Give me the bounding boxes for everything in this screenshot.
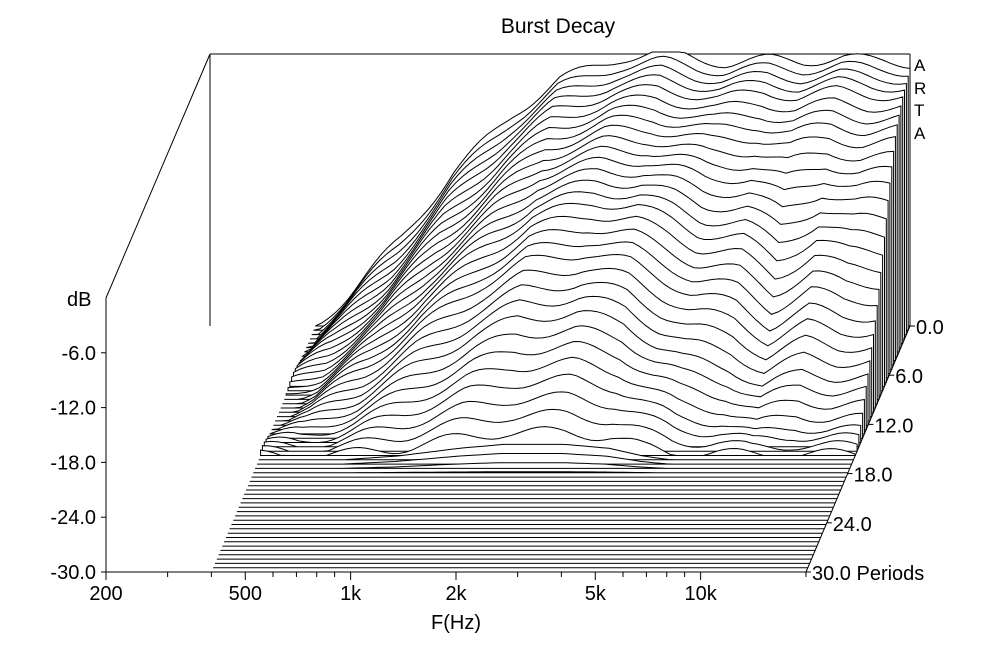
watermark-letter: R (914, 79, 926, 98)
decay-slice (260, 426, 856, 456)
watermark: A R T A (914, 56, 926, 143)
watermark-letter: T (914, 101, 924, 120)
x-tick-label: 200 (89, 583, 122, 605)
z-tick-label: 24.0 (833, 514, 872, 536)
y-tick-label: -6.0 (62, 343, 96, 365)
x-tick-label: 10k (685, 583, 718, 605)
decay-slice (257, 453, 852, 465)
y-tick-label: -12.0 (50, 398, 96, 420)
z-tick-label: 12.0 (874, 415, 913, 437)
decay-slice (253, 471, 848, 474)
chart-title: Burst Decay (501, 15, 616, 38)
y-tick-label: -24.0 (50, 507, 96, 529)
y-axis-ticks: -6.0 -12.0 -18.0 -24.0 -30.0 (50, 343, 106, 584)
z-tick-label: 0.0 (916, 317, 944, 339)
watermark-letter: A (914, 56, 926, 75)
x-axis-ticks: 200 500 1k 2k 5k 10k (89, 572, 807, 605)
z-tick-label: 18.0 (854, 465, 893, 487)
waterfall-slices (211, 51, 911, 573)
decay-slice (255, 462, 850, 469)
x-tick-label: 2k (445, 583, 467, 605)
z-axis-ticks: 0.0 6.0 12.0 18.0 24.0 30.0 Periods (806, 317, 944, 585)
y-tick-label: -18.0 (50, 452, 96, 474)
x-axis-label: F(Hz) (431, 612, 481, 634)
z-tick-label: 6.0 (895, 366, 923, 388)
x-tick-label: 1k (340, 583, 362, 605)
x-tick-label: 500 (229, 583, 262, 605)
x-tick-label: 5k (585, 583, 607, 605)
y-axis-label: dB (67, 289, 91, 311)
decay-slice (258, 443, 854, 461)
y-tick-label: -30.0 (50, 562, 96, 584)
watermark-letter: A (914, 124, 926, 143)
depth-right-edge (805, 325, 911, 573)
frame-depth-top-left (105, 53, 211, 299)
z-tick-label: 30.0 Periods (812, 563, 924, 585)
